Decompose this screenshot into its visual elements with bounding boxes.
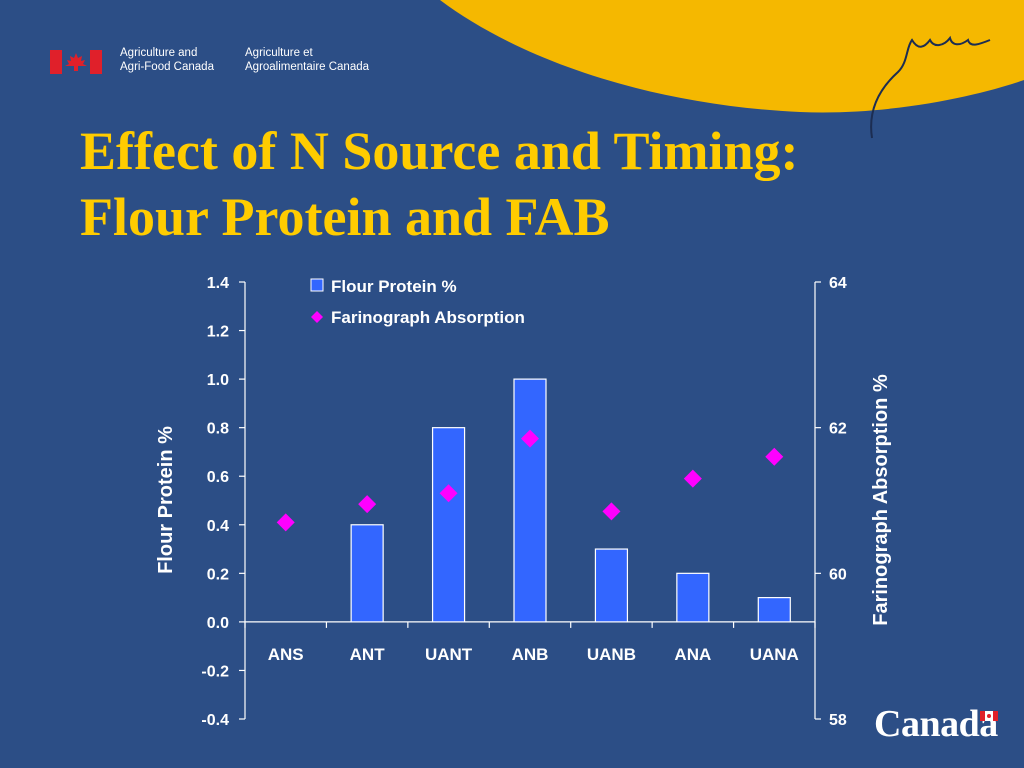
x-tick-label: ANB: [512, 645, 549, 664]
x-tick-label: UANT: [425, 645, 473, 664]
right-y-tick-label: 60: [829, 566, 847, 583]
point-farinograph-absorption: [439, 484, 458, 503]
x-tick-label: UANA: [750, 645, 799, 664]
x-tick-label: UANB: [587, 645, 636, 664]
bar-flour-protein: [350, 524, 384, 623]
department-name-fr: Agriculture et Agroalimentaire Canada: [245, 46, 415, 74]
department-fr-line-1: Agriculture et: [245, 47, 313, 59]
point-farinograph-absorption: [358, 495, 377, 514]
point-farinograph-absorption: [683, 469, 702, 488]
left-y-tick-label: 0.6: [207, 469, 229, 486]
right-y-axis-title: Farinograph Absorption %: [870, 374, 892, 626]
department-name-en: Agriculture and Agri-Food Canada: [120, 46, 240, 74]
right-y-tick-label: 64: [829, 275, 847, 292]
point-farinograph-absorption: [276, 513, 295, 532]
left-y-axis-title: Flour Protein %: [155, 426, 177, 574]
right-y-tick-label: 58: [829, 712, 847, 729]
point-farinograph-absorption: [602, 502, 621, 521]
department-en-line-1: Agriculture and: [120, 47, 198, 59]
bar-flour-protein: [676, 572, 710, 623]
slide-title-line-1: Effect of N Source and Timing:: [80, 121, 799, 181]
bar-flour-protein: [431, 427, 466, 623]
x-tick-label: ANT: [350, 645, 386, 664]
left-y-tick-label: -0.2: [201, 663, 229, 680]
maple-leaf-stroke-icon: [870, 35, 991, 139]
left-y-tick-label: 1.4: [207, 275, 229, 292]
bar-flour-protein: [513, 378, 547, 623]
slide-title-line-2: Flour Protein and FAB: [80, 187, 610, 247]
department-fr-line-2: Agroalimentaire Canada: [245, 61, 370, 73]
left-y-tick-label: 1.2: [207, 324, 229, 341]
legend-label-farinograph-absorption: Farinograph Absorption: [331, 308, 525, 327]
canada-flag-icon: [50, 50, 102, 74]
legend-swatch-flour-protein: [310, 278, 324, 292]
x-tick-label: ANS: [268, 645, 304, 664]
right-y-tick-label: 62: [829, 421, 847, 438]
left-y-tick-label: -0.4: [201, 712, 229, 729]
left-y-tick-label: 0.0: [207, 615, 229, 632]
legend-label-flour-protein: Flour Protein %: [331, 277, 457, 296]
government-header: Agriculture and Agri-Food Canada Agricul…: [50, 46, 410, 80]
slide-title: Effect of N Source and Timing: Flour Pro…: [80, 118, 960, 250]
canada-wordmark: Canada: [874, 703, 998, 745]
point-farinograph-absorption: [765, 447, 784, 466]
bar-flour-protein: [594, 548, 629, 623]
point-farinograph-absorption: [521, 429, 539, 448]
department-en-line-2: Agri-Food Canada: [120, 61, 214, 73]
left-y-tick-label: 0.4: [207, 518, 229, 535]
x-tick-label: ANA: [674, 645, 711, 664]
legend-swatch-farinograph-absorption: [311, 311, 323, 323]
bar-flour-protein: [757, 597, 791, 623]
left-y-tick-label: 1.0: [207, 372, 229, 389]
left-y-tick-label: 0.8: [207, 421, 229, 438]
left-y-tick-label: 0.2: [207, 566, 229, 583]
wordmark-flag-icon: [980, 711, 998, 721]
